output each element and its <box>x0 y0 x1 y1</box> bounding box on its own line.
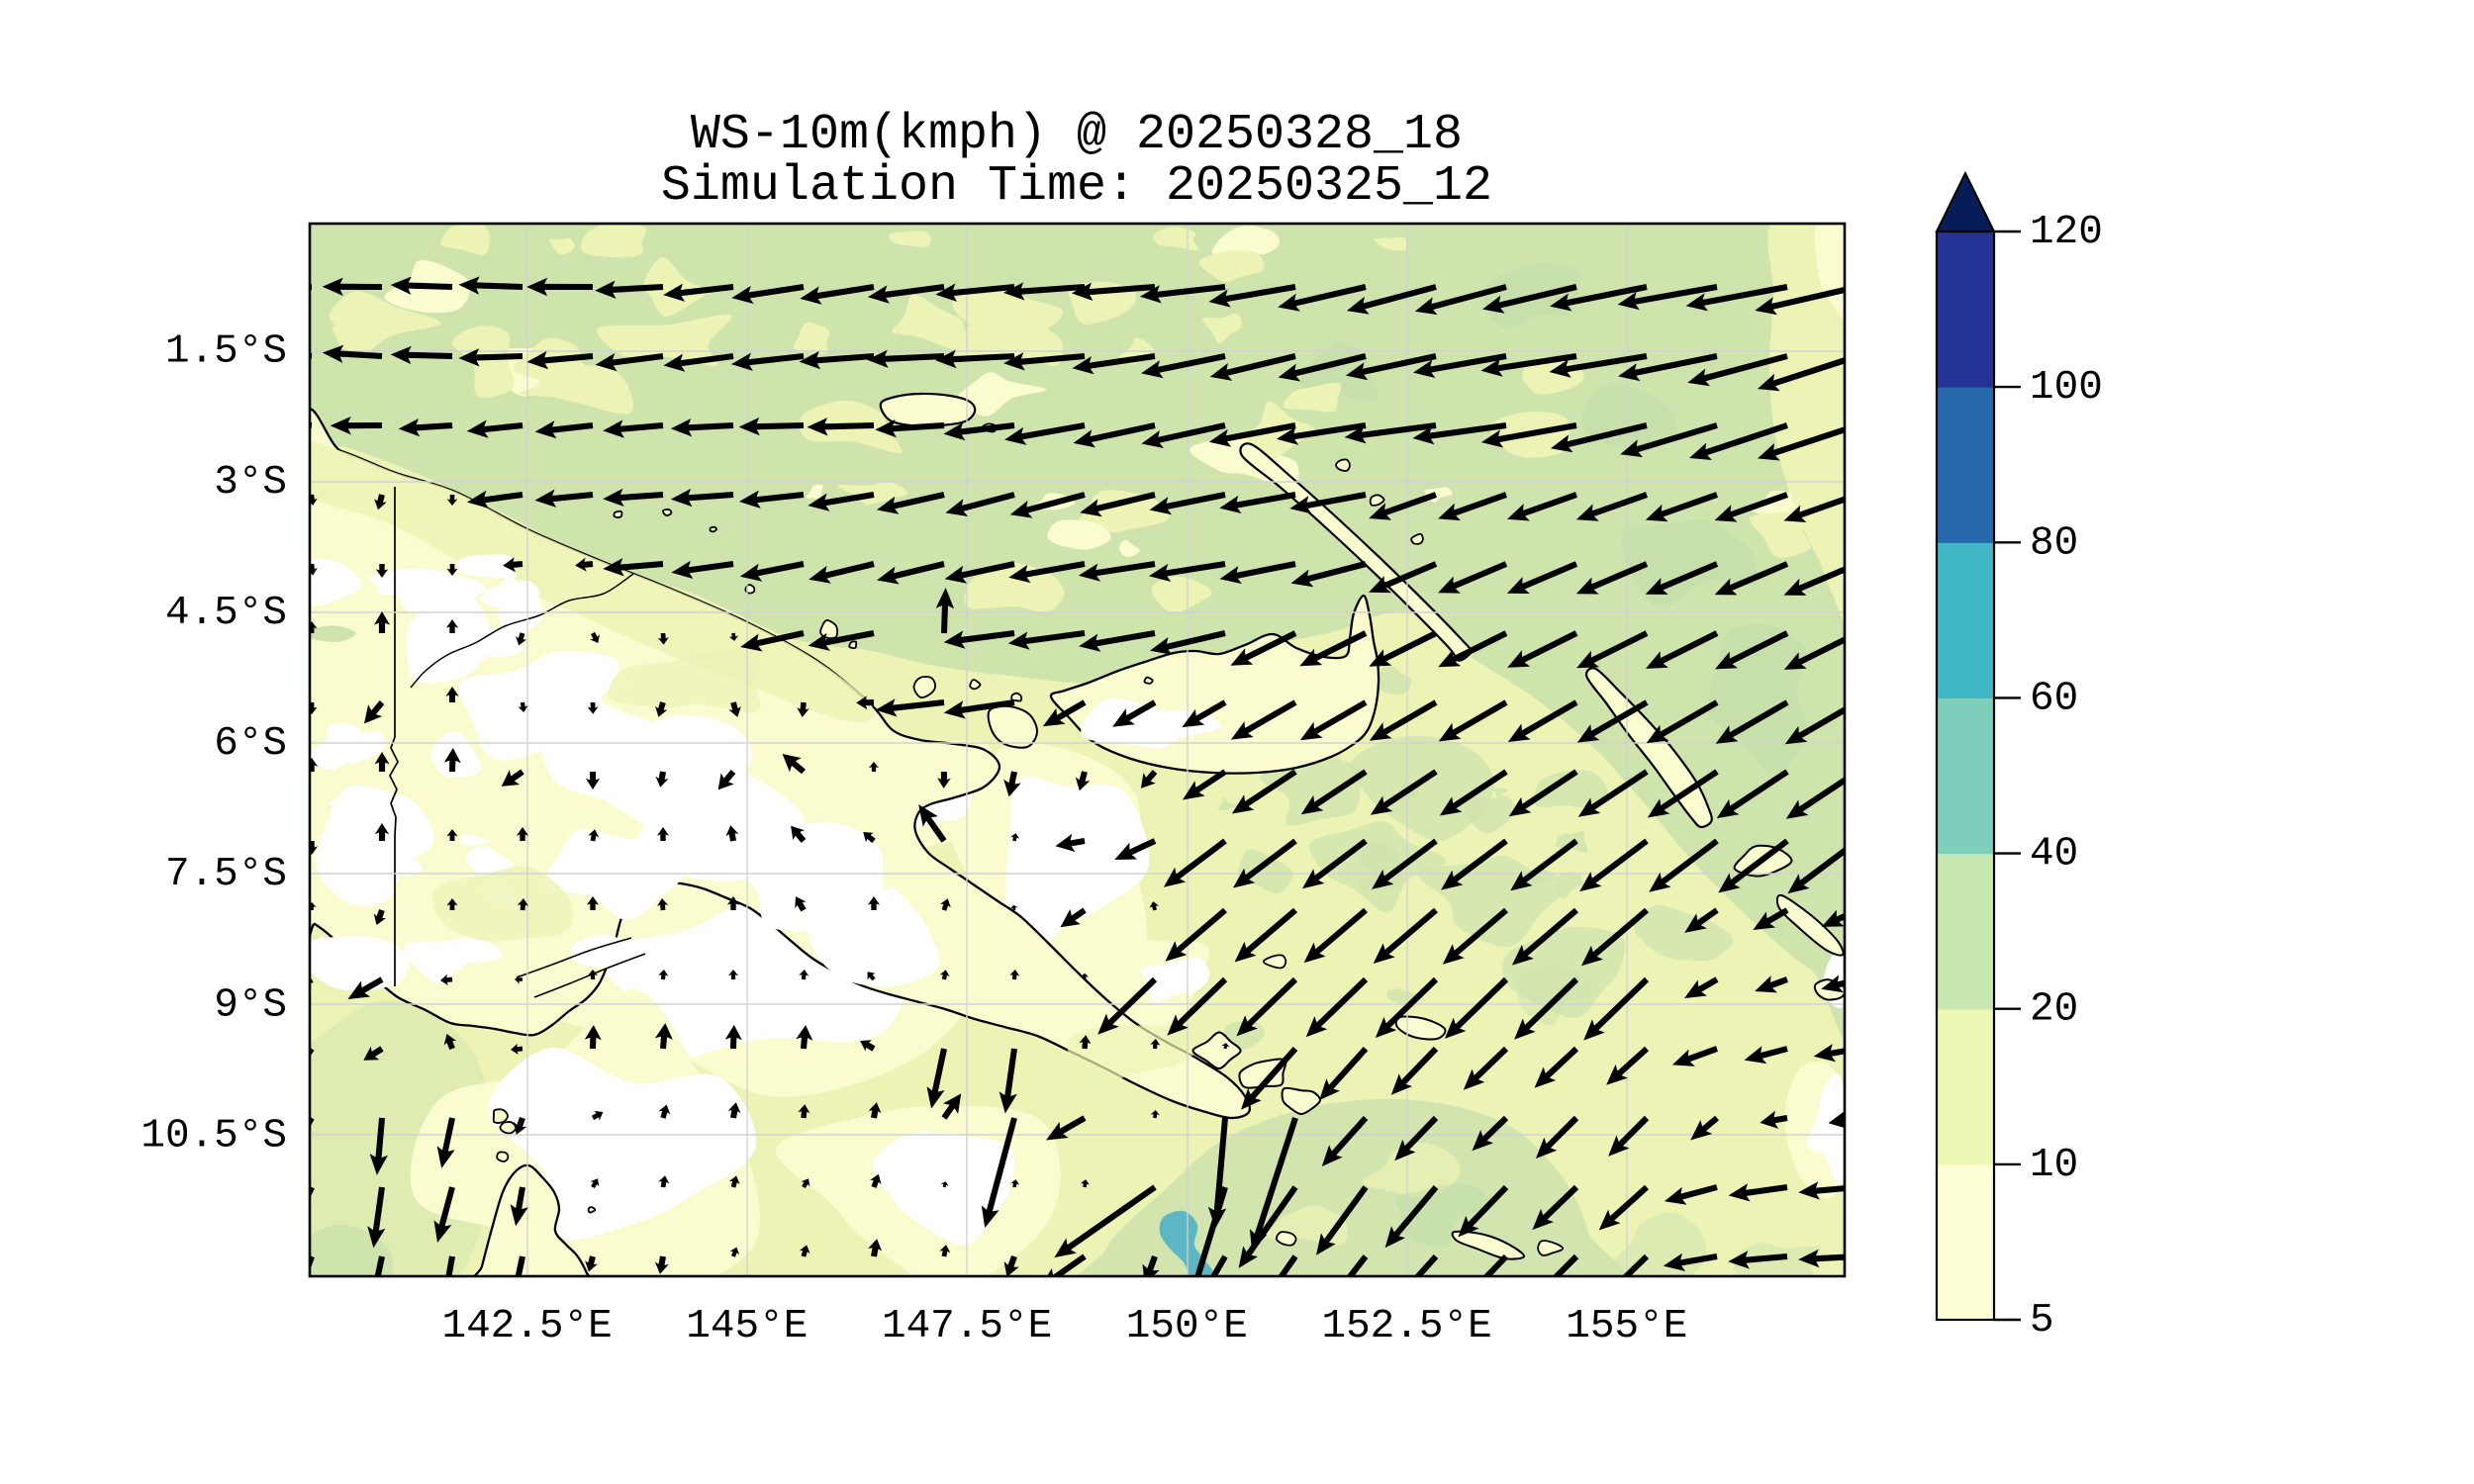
svg-text:Simulation Time: 20250325_12: Simulation Time: 20250325_12 <box>661 158 1492 215</box>
svg-text:4.5°S: 4.5°S <box>165 591 287 636</box>
svg-text:20: 20 <box>2030 987 2078 1033</box>
svg-text:60: 60 <box>2030 676 2078 721</box>
svg-text:80: 80 <box>2030 520 2078 566</box>
svg-text:5: 5 <box>2030 1298 2054 1344</box>
svg-text:152.5°E: 152.5°E <box>1321 1304 1491 1349</box>
svg-text:9°S: 9°S <box>214 982 287 1028</box>
svg-text:7.5°S: 7.5°S <box>165 852 287 897</box>
svg-text:40: 40 <box>2030 832 2078 878</box>
svg-text:142.5°E: 142.5°E <box>441 1304 612 1349</box>
svg-text:147.5°E: 147.5°E <box>882 1304 1052 1349</box>
svg-text:100: 100 <box>2030 365 2103 411</box>
svg-text:10.5°S: 10.5°S <box>141 1114 287 1159</box>
svg-text:3°S: 3°S <box>214 460 287 506</box>
svg-text:10: 10 <box>2030 1143 2078 1188</box>
svg-text:150°E: 150°E <box>1126 1304 1248 1349</box>
svg-text:6°S: 6°S <box>214 721 287 767</box>
svg-text:120: 120 <box>2030 210 2103 255</box>
svg-text:155°E: 155°E <box>1566 1304 1687 1349</box>
svg-text:1.5°S: 1.5°S <box>165 329 287 375</box>
svg-text:145°E: 145°E <box>686 1304 808 1349</box>
svg-text:WS-10m(kmph) @ 20250328_18: WS-10m(kmph) @ 20250328_18 <box>691 107 1463 163</box>
